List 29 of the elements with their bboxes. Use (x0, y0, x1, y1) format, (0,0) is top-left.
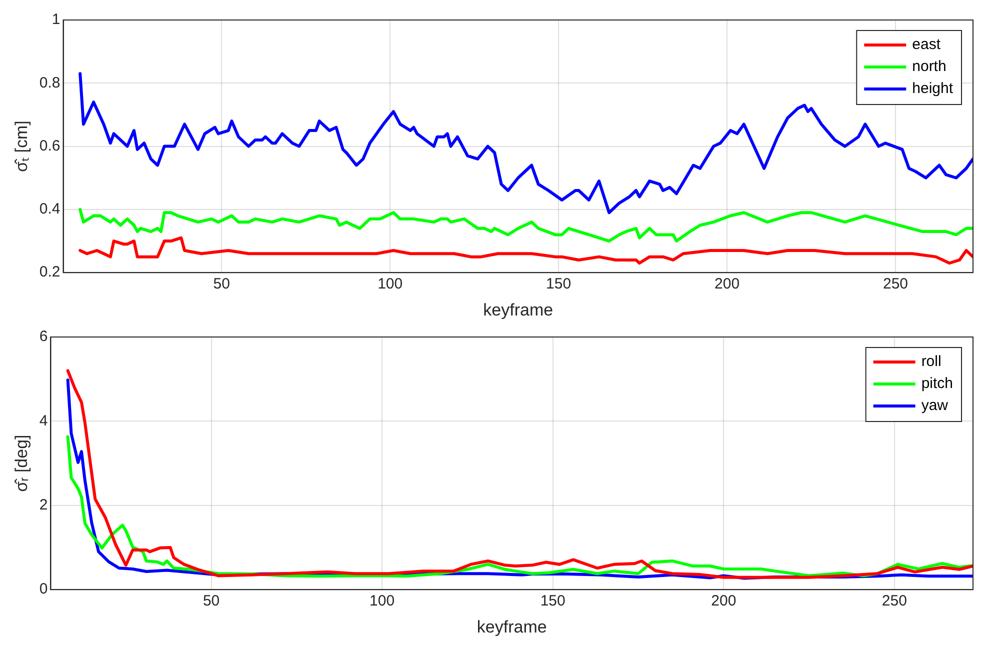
y-tick-label: 0 (39, 580, 48, 598)
y-axis-title: σ̂ₜ [cm] (12, 120, 31, 172)
x-tick-label: 200 (711, 592, 736, 610)
y-tick-label: 0.6 (39, 137, 60, 154)
legend-label: yaw (921, 397, 948, 414)
x-tick-label: 100 (370, 592, 395, 610)
legend-label: east (912, 36, 942, 54)
x-tick-label: 150 (540, 592, 566, 610)
legend-label: pitch (921, 375, 954, 392)
y-tick-label: 6 (39, 328, 48, 346)
x-tick-label: 50 (213, 276, 230, 293)
x-tick-label: 100 (378, 276, 403, 293)
y-tick-label: 0.8 (39, 74, 60, 92)
legend-label: height (912, 80, 954, 98)
y-axis-title: σ̂ᵣ [deg] (12, 434, 31, 492)
y-tick-label: 1 (52, 11, 60, 28)
x-tick-label: 150 (546, 276, 572, 293)
legend-label: roll (921, 353, 942, 370)
y-tick-label: 0.2 (39, 264, 60, 281)
y-tick-label: 4 (39, 412, 48, 430)
y-tick-label: 2 (39, 496, 48, 514)
x-tick-label: 200 (714, 276, 740, 293)
y-tick-label: 0.4 (39, 200, 60, 218)
x-axis-title: keyframe (483, 300, 554, 320)
x-tick-label: 250 (882, 592, 907, 610)
x-tick-label: 250 (882, 276, 908, 293)
legend-label: north (912, 58, 946, 76)
x-tick-label: 50 (202, 592, 220, 610)
x-axis-title: keyframe (476, 617, 547, 636)
